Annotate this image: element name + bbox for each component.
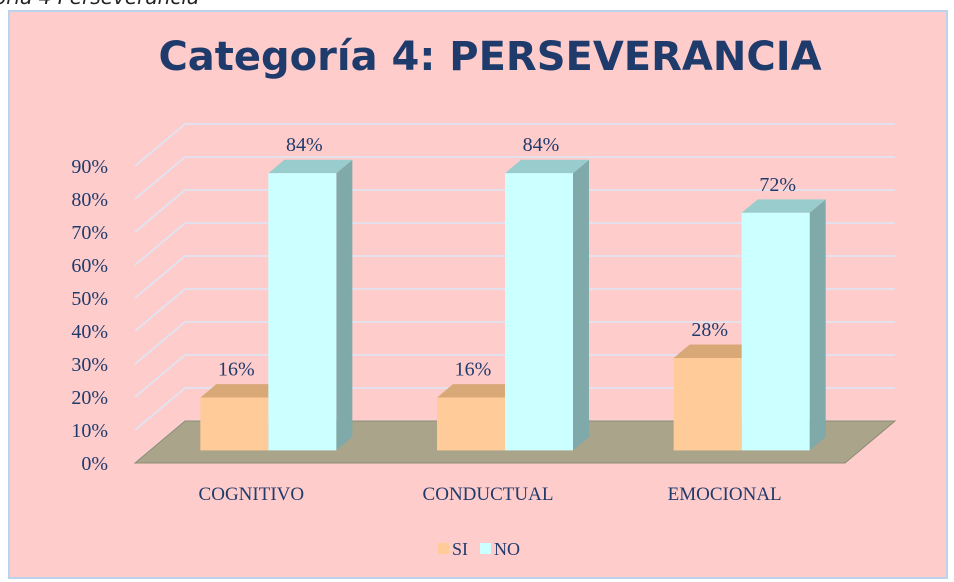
- grid-line: [134, 321, 895, 365]
- data-label: 16%: [455, 359, 492, 381]
- bar: [505, 173, 573, 451]
- x-tick-label: CONDUCTUAL: [423, 484, 554, 505]
- grid-line: [134, 189, 895, 233]
- x-tick-label: EMOCIONAL: [668, 484, 782, 505]
- legend-label: SI: [452, 539, 468, 559]
- grid-line: [134, 222, 895, 266]
- bar-top: [268, 159, 353, 174]
- legend-swatch: [438, 543, 449, 554]
- chart-title: Categoría 4: PERSEVERANCIA: [158, 34, 821, 80]
- bar-top: [200, 384, 285, 398]
- grid-line: [134, 156, 895, 200]
- legend-swatch: [480, 543, 492, 554]
- y-tick-label: 30%: [71, 354, 108, 376]
- bar-side: [336, 159, 353, 451]
- bar: [741, 212, 810, 451]
- bar-top: [437, 384, 521, 398]
- grid-line: [134, 255, 895, 299]
- x-tick-label: COGNITIVO: [199, 484, 305, 505]
- bar: [437, 397, 505, 451]
- y-tick-label: 80%: [71, 189, 108, 211]
- y-tick-label: 20%: [71, 387, 108, 409]
- y-tick-label: 0%: [81, 453, 108, 475]
- grid-line: [134, 354, 895, 398]
- grid-line: [134, 387, 895, 431]
- bar-top: [741, 199, 826, 213]
- data-label: 84%: [523, 134, 560, 156]
- y-tick-label: 90%: [71, 156, 108, 178]
- y-tick-label: 70%: [71, 222, 108, 244]
- data-label: 28%: [691, 319, 728, 341]
- bar: [268, 173, 337, 451]
- data-label: 16%: [218, 359, 255, 381]
- bar-top: [673, 344, 758, 358]
- grid-line: [134, 288, 895, 332]
- legend-label: NO: [494, 539, 520, 559]
- bar-side: [573, 159, 589, 451]
- bar: [200, 397, 269, 451]
- data-label: 72%: [759, 174, 796, 196]
- y-tick-label: 50%: [71, 288, 108, 310]
- bar-side: [809, 199, 826, 451]
- y-tick-label: 60%: [71, 255, 108, 277]
- y-tick-label: 40%: [71, 321, 108, 343]
- bar: [673, 358, 742, 451]
- caption: oría 4 Perseverancia: [0, 0, 199, 9]
- y-tick-label: 10%: [71, 420, 108, 442]
- data-label: 84%: [286, 134, 323, 156]
- grid-line: [134, 123, 895, 167]
- bar-top: [505, 159, 589, 174]
